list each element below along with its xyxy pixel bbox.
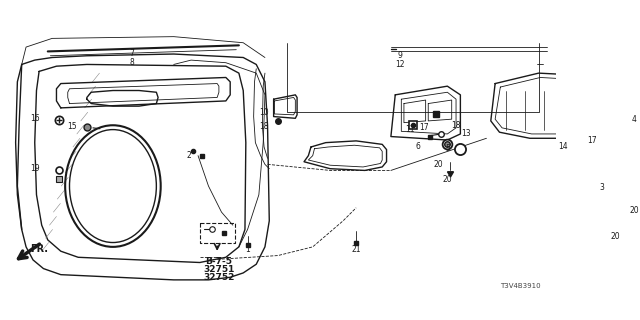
Text: 21: 21 — [351, 245, 361, 254]
Text: 4: 4 — [632, 115, 637, 124]
Text: 2: 2 — [187, 151, 192, 160]
Text: T3V4B3910: T3V4B3910 — [500, 283, 540, 289]
Text: FR.: FR. — [31, 244, 49, 254]
Text: 19: 19 — [30, 164, 40, 173]
Text: 10: 10 — [259, 108, 269, 117]
Text: 17: 17 — [419, 123, 429, 132]
Text: 8: 8 — [130, 58, 134, 67]
Text: 9: 9 — [397, 51, 402, 60]
Text: 1: 1 — [245, 245, 250, 254]
Text: 13: 13 — [461, 130, 471, 139]
Text: 18: 18 — [451, 121, 461, 130]
Text: 20: 20 — [610, 232, 620, 241]
Text: 20: 20 — [434, 160, 444, 169]
Text: 6: 6 — [415, 142, 420, 151]
Text: 20: 20 — [629, 206, 639, 215]
Text: 17: 17 — [588, 136, 597, 145]
Text: 16: 16 — [30, 114, 40, 123]
Text: 12: 12 — [395, 60, 404, 69]
Text: 32751: 32751 — [204, 265, 235, 274]
Text: 7: 7 — [129, 49, 134, 58]
Text: 32752: 32752 — [204, 273, 235, 282]
Text: 15: 15 — [67, 123, 77, 132]
Text: 5: 5 — [445, 144, 450, 153]
Text: 14: 14 — [558, 142, 568, 151]
Text: 11: 11 — [405, 125, 415, 134]
Text: B-7-5: B-7-5 — [205, 257, 232, 266]
Text: 3: 3 — [600, 183, 604, 192]
Text: 18: 18 — [259, 123, 269, 132]
Text: 20: 20 — [442, 175, 452, 184]
